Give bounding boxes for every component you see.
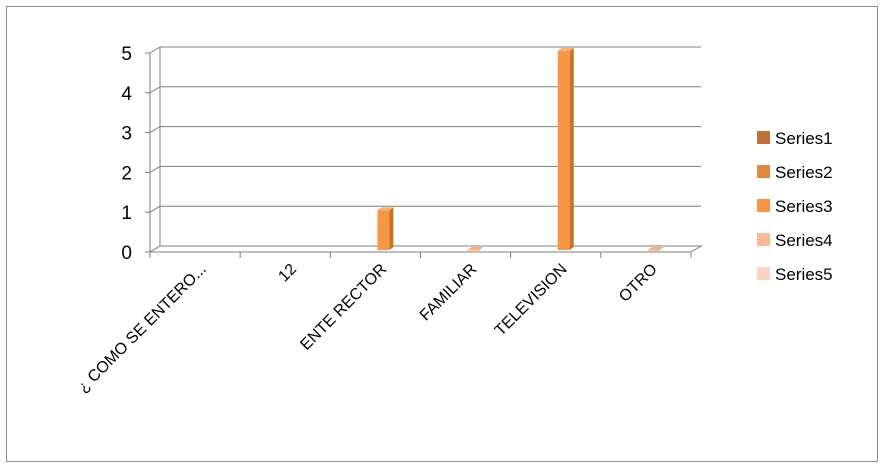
y-tick-label: 4 [121,84,132,105]
bar-top [377,207,394,211]
x-tick-label: TELEVISION [492,261,571,340]
y-tick-label: 0 [121,243,132,264]
y-tick-label: 5 [121,44,132,65]
x-tick-label: ¿ COMO SE ENTERO... [75,261,210,396]
x-tick-label: FAMILIAR [417,261,481,325]
bar-top [467,247,484,250]
legend-entry-Series1: Series1 [757,129,833,148]
legend-swatch [757,267,770,280]
x-tick-label: 12 [275,261,300,286]
legend-label: Series3 [775,197,833,216]
legend-swatch [757,199,770,212]
gridline-depth-2 [149,165,161,173]
bar-front [647,250,660,251]
bar-front [467,250,480,251]
gridline-depth-3 [149,126,161,134]
bar-Series3-4 [557,48,574,250]
bar-Series3-5 [647,247,664,251]
y-tick-label: 3 [121,124,132,145]
y-tick-labels: 0 1 2 3 4 5 [121,44,132,264]
legend-label: Series2 [775,163,833,182]
legend-label: Series5 [775,265,833,284]
legend-swatch [757,233,770,246]
axes [145,47,703,258]
bar-top [647,247,664,250]
gridline-depth-1 [149,205,161,213]
legend-label: Series1 [775,129,833,148]
y-tick-label: 1 [121,203,132,224]
legend-label: Series4 [775,231,833,250]
y-tick-label: 2 [121,163,132,184]
bar-top [557,48,574,51]
legend-entry-Series4: Series4 [757,231,833,250]
bars [377,48,664,251]
legend-entry-Series5: Series5 [757,265,833,284]
x-tick-label: OTRO [616,261,661,306]
bar-side [569,48,574,250]
bar-side [389,207,394,250]
gridline-depth-4 [149,86,161,94]
legend-entry-Series3: Series3 [757,197,833,216]
bar-Series3-3 [467,247,484,251]
bar-front [557,51,570,250]
legend: Series1 Series2 Series3 Series4 Series5 [757,129,833,284]
legend-entry-Series2: Series2 [757,163,833,182]
bar-Series3-2 [377,207,394,250]
legend-swatch [757,165,770,178]
chart-floor [148,245,703,253]
bar-front [377,210,390,250]
legend-swatch [757,131,770,144]
gridline-depth-5 [149,46,161,54]
x-tick-label: ENTE RECTOR [297,261,390,354]
gridlines [149,46,701,253]
